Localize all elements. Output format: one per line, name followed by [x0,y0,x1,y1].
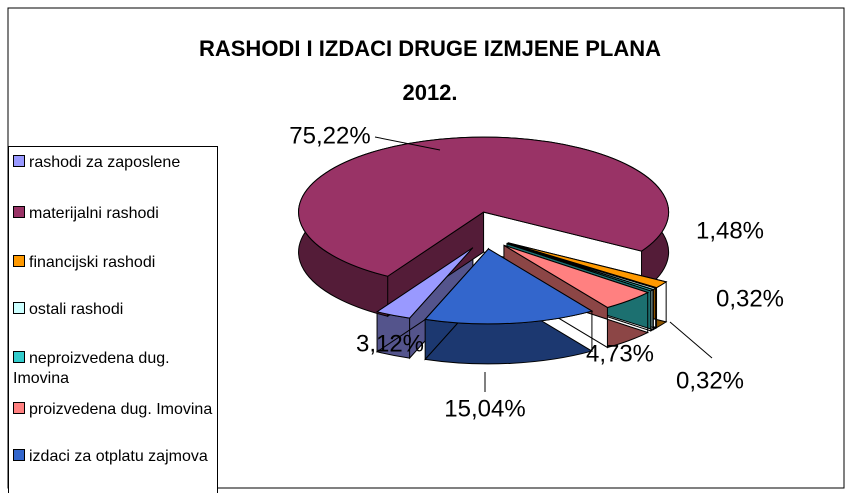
legend-label: rashodi za zaposlene [29,154,181,171]
legend-item: materijalni rashodi [13,204,213,224]
legend-swatch [13,206,25,218]
legend-label: neproizvedena dug. Imovina [13,350,170,387]
value-label: 1,48% [696,217,764,244]
legend-swatch [13,302,25,314]
legend-swatch [13,155,25,167]
value-label: 75,22% [289,122,370,149]
legend: rashodi za zaposlene materijalni rashodi f… [8,146,218,493]
value-label: 3,12% [356,330,424,357]
legend-swatch [13,351,25,363]
legend-label: materijalni rashodi [29,205,159,222]
legend-swatch [13,255,25,267]
legend-item: proizvedena dug. Imovina [13,400,213,420]
leader-line [374,136,441,151]
value-label: 0,32% [676,367,744,394]
legend-label: ostali rashodi [29,301,124,318]
chart-title: RASHODI I IZDACI DRUGE IZMJENE PLANA 2012… [199,36,661,105]
legend-item: ostali rashodi [13,300,213,320]
slice [508,242,668,289]
value-label: 15,04% [444,395,525,422]
legend-item: izdaci za otplatu zajmova [13,447,213,467]
slice [506,243,655,292]
legend-label: financijski rashodi [29,254,156,271]
legend-swatch [13,449,25,461]
slice [503,244,650,309]
legend-label: proizvedena dug. Imovina [29,401,213,418]
legend-item: financijski rashodi [13,253,213,273]
legend-swatch [13,402,25,414]
legend-item: neproizvedena dug. Imovina [13,349,213,389]
slice [298,136,670,277]
legend-item: rashodi za zaposlene [13,153,213,173]
leader-line [669,321,713,359]
legend-label: izdaci za otplatu zajmova [29,448,208,465]
value-label: 4,73% [586,340,654,367]
slice [375,247,474,319]
slice [424,248,594,325]
slice-tops [298,136,670,325]
value-label: 0,32% [716,285,784,312]
